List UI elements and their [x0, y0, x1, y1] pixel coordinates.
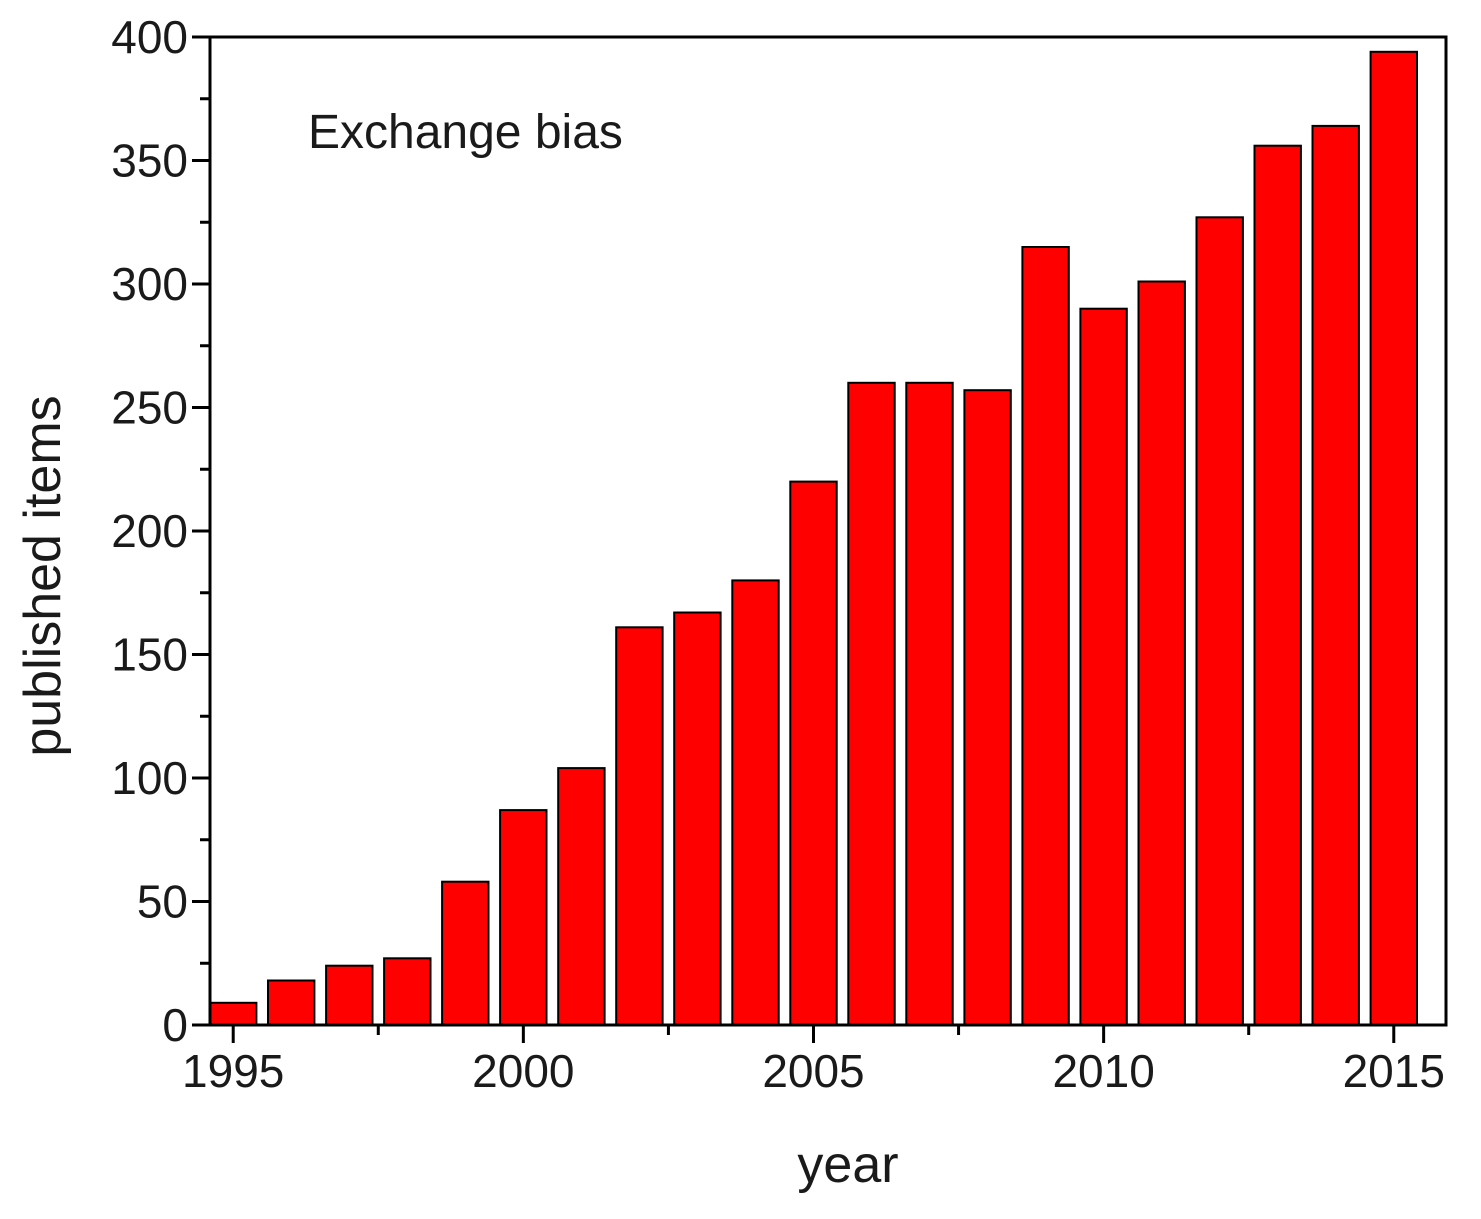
bar-2012: [1195, 216, 1244, 1027]
y-tick-label: 0: [162, 999, 188, 1051]
x-tick-label: 2000: [472, 1045, 574, 1097]
y-tick-label: 200: [111, 505, 188, 557]
bar-2010: [1079, 307, 1128, 1026]
bar-2015: [1369, 50, 1418, 1027]
bar-2002: [615, 626, 664, 1026]
y-tick-label: 100: [111, 752, 188, 804]
y-tick-label: 50: [137, 876, 188, 928]
bar-2008: [963, 389, 1012, 1026]
bar-1996: [267, 979, 316, 1026]
bar-2011: [1137, 280, 1186, 1026]
x-axis: 1995 2000 2005 2010 2015: [182, 1025, 1445, 1097]
x-tick-label: 2005: [762, 1045, 864, 1097]
bar-2007: [905, 381, 954, 1026]
x-tick-label: 1995: [182, 1045, 284, 1097]
bar-1998: [383, 957, 432, 1026]
bar-1999: [441, 880, 490, 1027]
bar-2009: [1021, 246, 1070, 1026]
bars-layer: [209, 50, 1418, 1027]
bar-1995: [209, 1001, 258, 1026]
x-tick-label: 2015: [1343, 1045, 1445, 1097]
bar-2001: [557, 767, 606, 1026]
bar-2014: [1311, 124, 1360, 1026]
bar-2003: [673, 611, 722, 1026]
bar-2000: [499, 809, 548, 1026]
y-tick-label: 250: [111, 382, 188, 434]
x-axis-title: year: [797, 1136, 898, 1194]
chart-annotation: Exchange bias: [308, 106, 623, 159]
y-tick-label: 150: [111, 629, 188, 681]
y-tick-label: 400: [111, 11, 188, 63]
y-axis-title: published items: [14, 395, 72, 756]
bar-2006: [847, 381, 896, 1026]
x-tick-label: 2010: [1052, 1045, 1154, 1097]
y-axis: 0 50 100 150 200 250 300 350 400: [111, 11, 210, 1051]
bar-2005: [789, 480, 838, 1027]
y-tick-label: 300: [111, 258, 188, 310]
bar-2013: [1253, 144, 1302, 1026]
bar-1997: [325, 964, 374, 1027]
y-tick-label: 350: [111, 135, 188, 187]
bar-2004: [731, 579, 780, 1027]
